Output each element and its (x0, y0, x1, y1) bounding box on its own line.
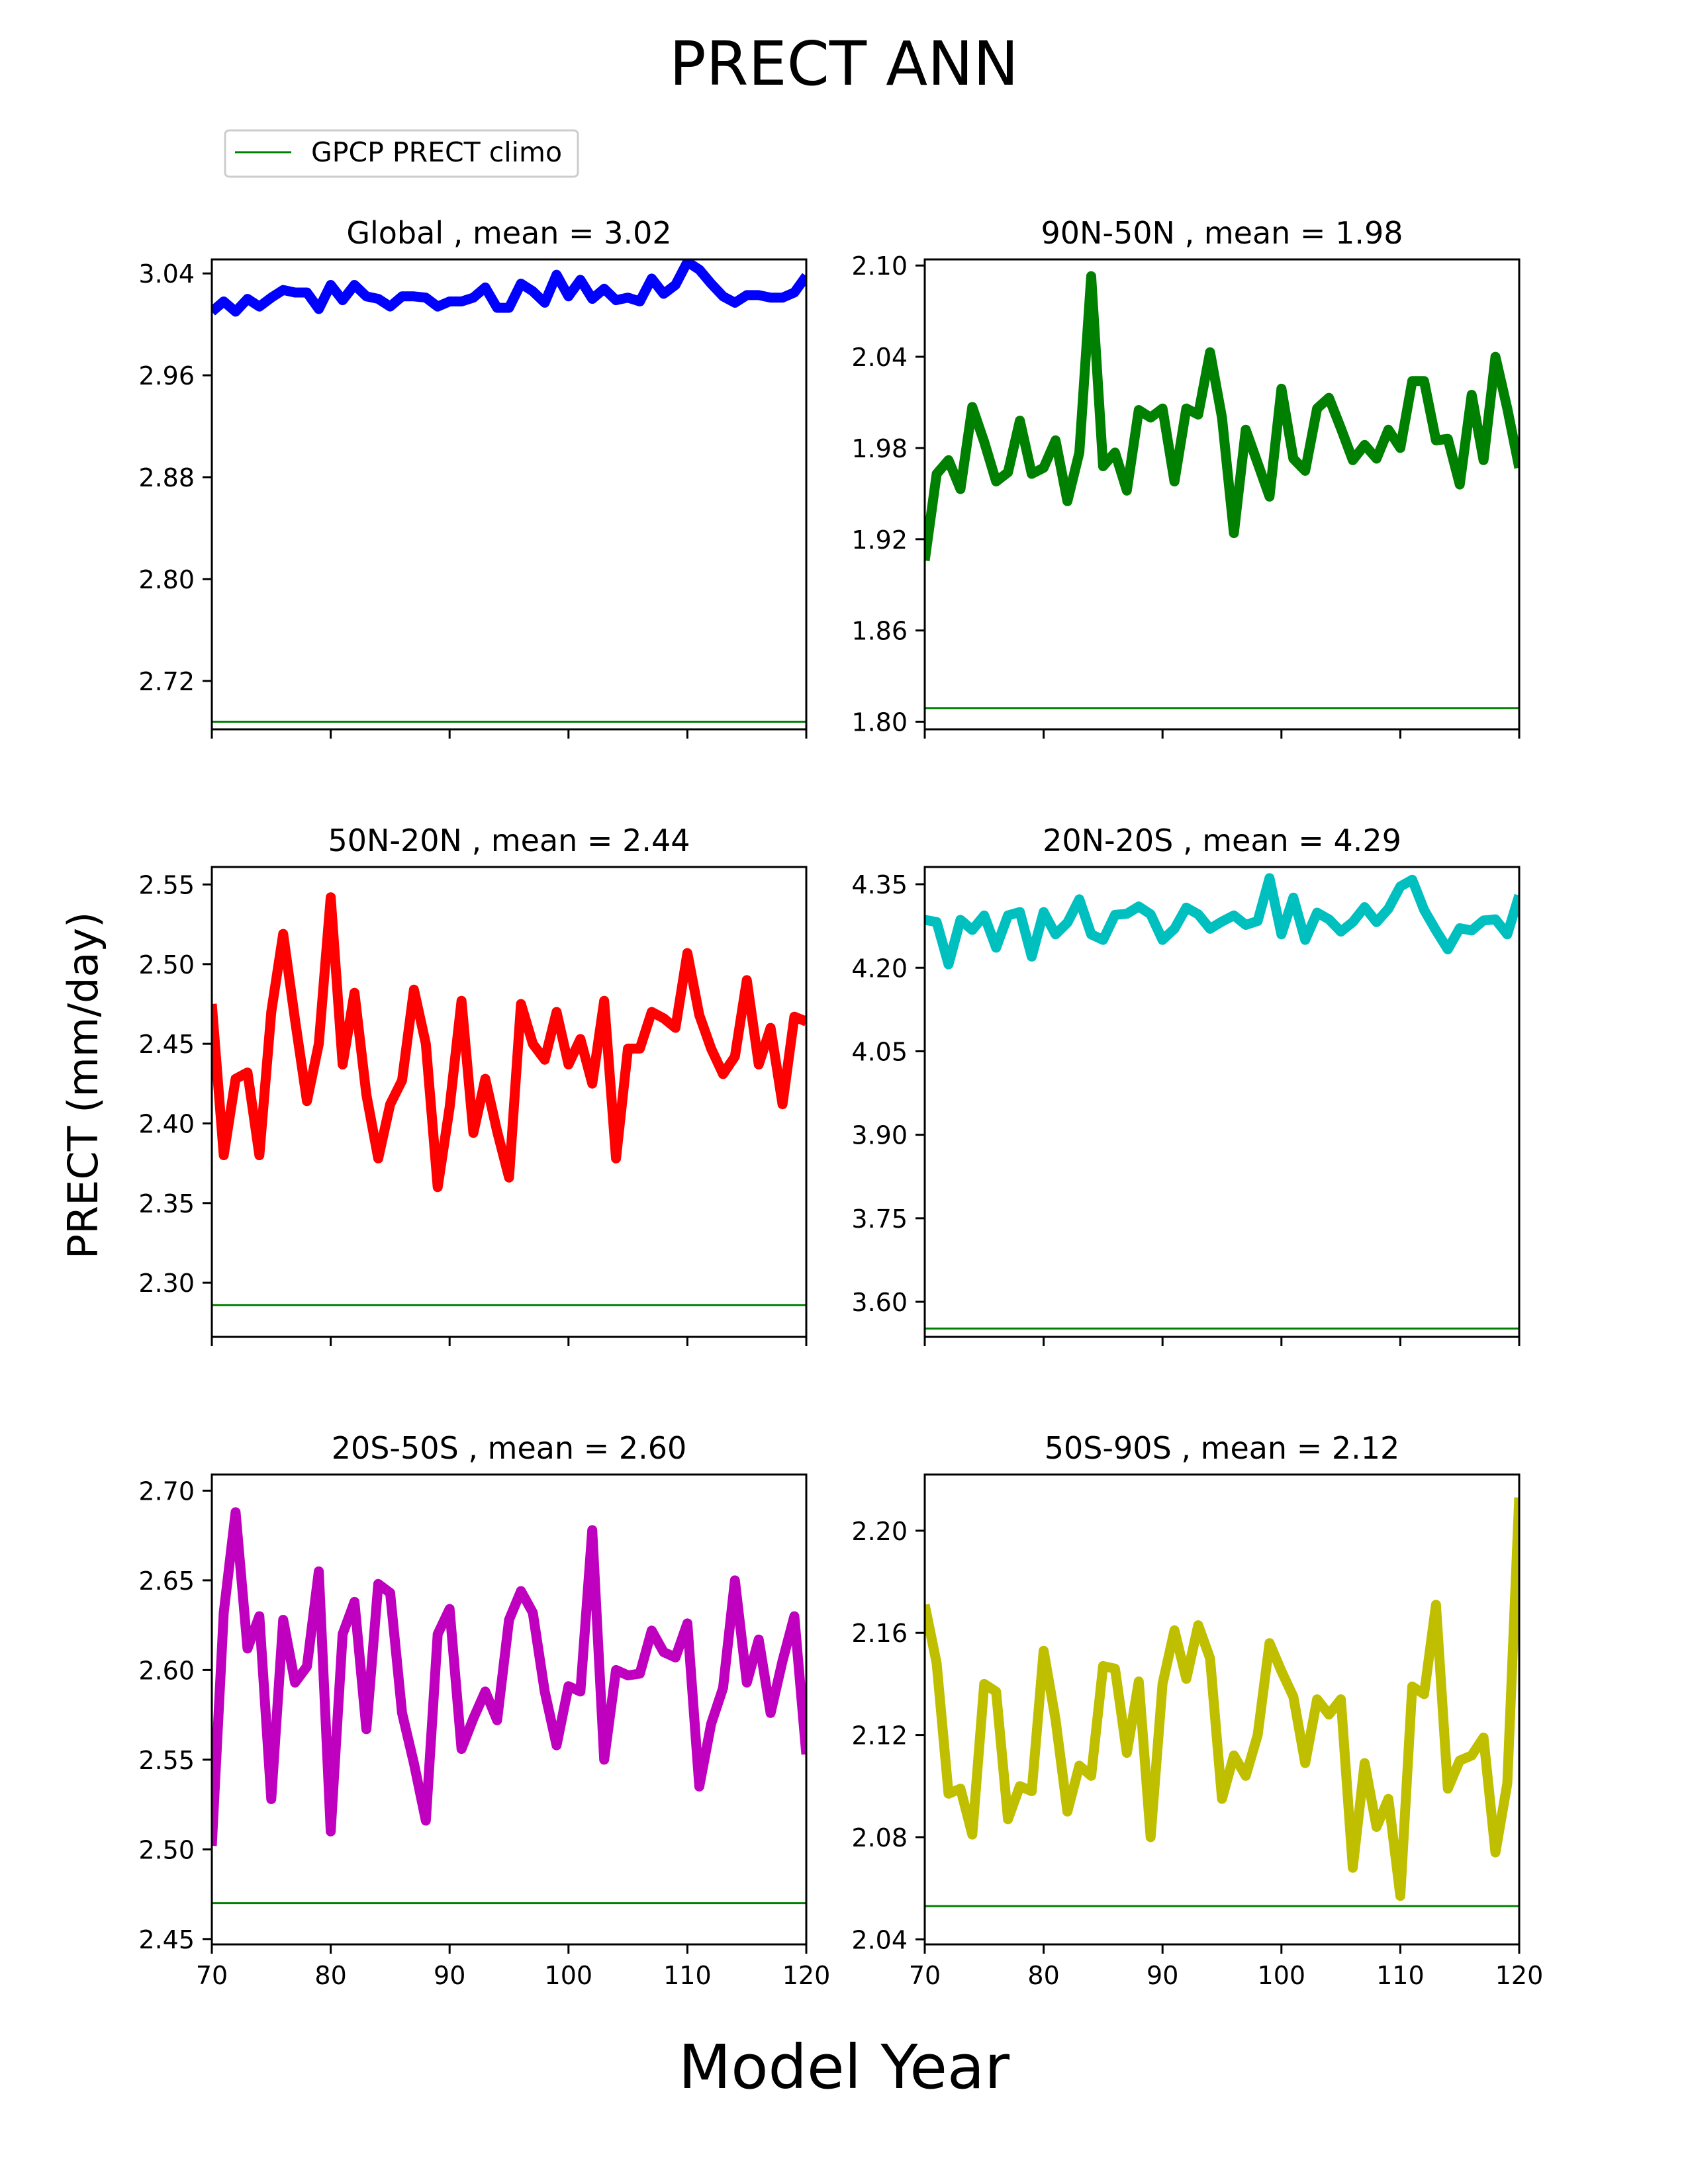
x-tick-label: 80 (1027, 1961, 1059, 1990)
series-line (925, 873, 1519, 970)
y-tick-label: 4.35 (851, 870, 908, 899)
y-tick-label: 2.16 (851, 1619, 908, 1648)
x-tick-label: 70 (196, 1961, 228, 1990)
y-tick-label: 2.08 (851, 1823, 908, 1852)
axes-frame (211, 1473, 808, 1946)
y-tick-label: 2.30 (138, 1269, 195, 1298)
axes-frame (923, 258, 1521, 731)
axes-frame (211, 866, 808, 1338)
y-tick-label: 3.90 (851, 1121, 908, 1150)
subplot-title: Global , mean = 3.02 (346, 215, 671, 251)
subplot-5: 20S-50S , mean = 2.60 2.45 2.50 2.55 2.60 2.6… (138, 1430, 830, 1990)
y-tick-label: 2.40 (138, 1109, 195, 1138)
x-tick-label: 100 (1258, 1961, 1306, 1990)
series-line (212, 259, 806, 317)
x-tick-label: 70 (909, 1961, 941, 1990)
y-tick-label: 2.96 (138, 361, 195, 390)
y-tick-label: 2.35 (138, 1189, 195, 1218)
subplot-2: 90N-50N , mean = 1.98 1.80 1.86 1.92 1.98 2.0… (851, 215, 1521, 739)
x-tick-label: 90 (1147, 1961, 1178, 1990)
y-tick-label: 2.45 (138, 1925, 195, 1954)
y-tick-label: 4.20 (851, 954, 908, 983)
y-tick-label: 3.60 (851, 1288, 908, 1317)
y-tick-label: 2.50 (138, 950, 195, 979)
series-line (925, 1497, 1519, 1901)
subplot-4: 20N-20S , mean = 4.29 3.60 3.75 3.90 4.05 4.2… (851, 823, 1521, 1346)
y-tick-label: 2.20 (851, 1517, 908, 1546)
x-axis-label: Model Year (679, 2032, 1009, 2103)
legend-label: GPCP PRECT climo (311, 136, 562, 168)
y-tick-label: 3.04 (138, 259, 195, 289)
axes-frame (923, 866, 1521, 1338)
y-tick-label: 1.86 (851, 617, 908, 646)
y-tick-label: 3.75 (851, 1205, 908, 1234)
x-tick-label: 90 (434, 1961, 465, 1990)
y-tick-label: 2.12 (851, 1721, 908, 1751)
legend-frame (224, 129, 579, 178)
x-tick-label: 110 (663, 1961, 712, 1990)
y-tick-label: 2.72 (138, 667, 195, 696)
series-line (212, 1507, 806, 1846)
x-tick-label: 100 (545, 1961, 593, 1990)
y-tick-label: 1.98 (851, 434, 908, 463)
subplot-title: 20S-50S , mean = 2.60 (332, 1430, 687, 1466)
y-axis-label: PRECT (mm/day) (59, 912, 107, 1259)
subplot-3: 50N-20N , mean = 2.44 2.30 2.35 2.40 2.45 2.5… (138, 823, 808, 1346)
y-tick-label: 2.50 (138, 1835, 195, 1864)
y-tick-label: 4.05 (851, 1037, 908, 1066)
series-line (212, 892, 806, 1193)
y-tick-label: 2.80 (138, 565, 195, 594)
subplot-grid: Global , mean = 3.02 2.72 2.80 2.88 2.96 3.04… (138, 215, 1543, 1990)
subplot-6: 50S-90S , mean = 2.12 2.04 2.08 2.12 2.16 2.2… (851, 1430, 1543, 1990)
x-tick-label: 80 (314, 1961, 346, 1990)
x-tick-label: 120 (782, 1961, 831, 1990)
subplot-title: 90N-50N , mean = 1.98 (1041, 215, 1403, 251)
y-tick-label: 2.10 (851, 251, 908, 281)
y-tick-label: 2.70 (138, 1477, 195, 1506)
x-tick-label: 110 (1376, 1961, 1425, 1990)
y-tick-label: 1.80 (851, 708, 908, 737)
y-tick-label: 2.88 (138, 463, 195, 492)
y-tick-label: 2.04 (851, 1925, 908, 1954)
axes-frame (211, 258, 808, 731)
y-tick-label: 2.55 (138, 1746, 195, 1775)
y-tick-label: 1.92 (851, 525, 908, 555)
subplot-1: Global , mean = 3.02 2.72 2.80 2.88 2.96 3.04 (138, 215, 808, 739)
y-tick-label: 2.60 (138, 1656, 195, 1685)
legend: GPCP PRECT climo (224, 129, 579, 178)
y-tick-label: 2.45 (138, 1030, 195, 1059)
subplot-title: 50S-90S , mean = 2.12 (1045, 1430, 1400, 1466)
figure-title: PRECT ANN (669, 28, 1019, 99)
y-tick-label: 2.04 (851, 343, 908, 372)
x-tick-label: 120 (1495, 1961, 1544, 1990)
y-tick-label: 2.65 (138, 1567, 195, 1596)
axes-frame (923, 1473, 1521, 1946)
subplot-title: 50N-20N , mean = 2.44 (328, 823, 690, 858)
subplot-title: 20N-20S , mean = 4.29 (1043, 823, 1401, 858)
y-tick-label: 2.55 (138, 870, 195, 899)
series-line (925, 271, 1519, 562)
